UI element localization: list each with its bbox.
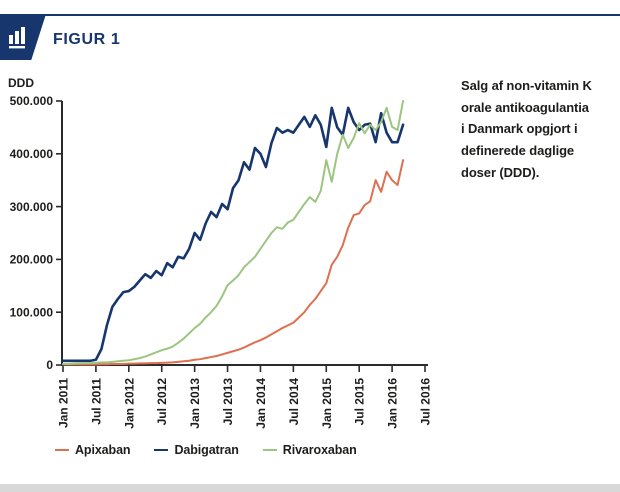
x-tick-label: Jul 2012: [155, 378, 169, 426]
figure-caption: Salg af non-vitamin K orale antikoagulan…: [461, 75, 619, 184]
header-rule: [0, 14, 620, 16]
legend-label: Rivaroxaban: [282, 443, 357, 457]
legend-item-rivaroxaban: Rivaroxaban: [262, 443, 357, 457]
apixaban-swatch: [55, 448, 69, 452]
legend-label: Dabigatran: [174, 443, 239, 457]
x-tick-label: Jul 2014: [287, 378, 301, 426]
legend-item-apixaban: Apixaban: [55, 443, 131, 457]
y-tick-label: 300.000: [10, 200, 54, 214]
x-tick-label: Jan 2015: [320, 378, 334, 429]
figure-badge: [0, 14, 46, 60]
x-tick-label: Jul 2013: [221, 378, 235, 426]
caption-line: Salg af non-vitamin K: [461, 78, 592, 93]
caption-line: definerede daglige: [461, 143, 575, 159]
x-tick-label: Jan 2013: [188, 378, 202, 429]
y-tick-label: 500.000: [10, 94, 54, 108]
sales-line-chart: 0 100.000 200.000 300.000 400.000 500.000 Jan …: [10, 94, 433, 429]
x-tick-label: Jul 2016: [419, 378, 433, 426]
page-bottom-strip: [0, 484, 620, 492]
y-tick-label: 100.000: [10, 305, 54, 319]
x-tick-label: Jul 2011: [89, 378, 103, 425]
series-line-apixaban: [62, 159, 405, 366]
y-tick-label: 400.000: [10, 147, 54, 161]
legend-item-dabigatran: Dabigatran: [154, 443, 239, 457]
dabigatran-swatch: [154, 448, 169, 452]
y-axis-title: DDD: [8, 76, 34, 90]
x-tick-label: Jul 2015: [353, 378, 367, 426]
caption-line: doser (DDD).: [461, 164, 540, 180]
caption-line: orale antikoagulantia: [461, 99, 589, 115]
x-tick-label: Jan 2011: [57, 378, 71, 428]
y-tick-label: 200.000: [10, 253, 54, 267]
chart-legend: Apixaban Dabigatran Rivaroxaban: [55, 443, 357, 457]
series-line-dabigatran: [61, 106, 405, 363]
x-tick-label: Jan 2016: [386, 378, 400, 429]
y-tick-label: 0: [46, 358, 53, 372]
rivaroxaban-swatch: [262, 448, 277, 452]
series-line-rivaroxaban: [62, 100, 405, 365]
figure-label: FIGUR 1: [53, 31, 121, 48]
x-tick-label: Jan 2014: [254, 378, 268, 429]
x-tick-label: Jan 2012: [122, 378, 136, 429]
caption-line: i Danmark opgjort i: [461, 121, 578, 137]
legend-label: Apixaban: [75, 443, 131, 457]
bar-chart-icon: [9, 27, 25, 49]
